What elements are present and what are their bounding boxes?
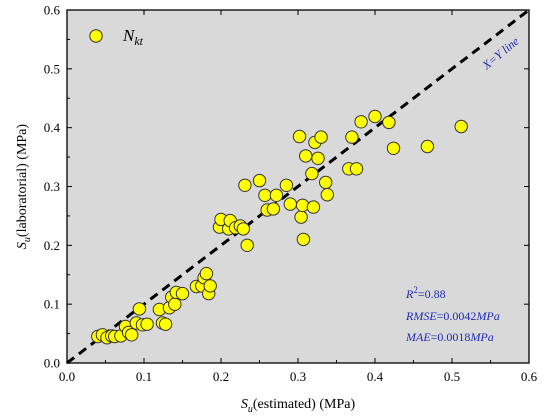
data-point — [354, 115, 368, 129]
data-point — [238, 178, 252, 193]
data-point — [454, 119, 468, 134]
r2-superscript: 2 — [413, 285, 418, 295]
mae-label: MAE — [405, 330, 431, 344]
data-point — [168, 297, 182, 311]
data-point — [305, 166, 319, 181]
data-point — [368, 109, 382, 124]
data-point — [266, 202, 281, 216]
data-point — [125, 328, 139, 342]
x-axis-title-sub: u — [248, 404, 253, 415]
data-point — [311, 151, 325, 166]
data-point — [295, 198, 310, 213]
data-point — [199, 266, 214, 281]
data-point — [175, 286, 190, 301]
data-point — [279, 178, 294, 193]
mae-annotation: MAE=0.0018MPa — [405, 330, 494, 344]
data-point — [236, 222, 251, 236]
rmse-label: RMSE — [405, 309, 437, 323]
x-tick-label: 0.3 — [290, 369, 306, 384]
data-point — [140, 317, 154, 331]
y-tick-label: 0.6 — [44, 3, 61, 18]
y-tick-label: 0.1 — [44, 297, 60, 312]
x-tick-label: 0.1 — [136, 369, 152, 384]
x-tick-label: 0.5 — [444, 369, 460, 384]
data-point — [294, 210, 308, 224]
data-point — [269, 188, 284, 203]
x-axis-title-main: S — [241, 397, 248, 412]
data-point — [240, 238, 254, 253]
y-tick-label: 0.4 — [44, 120, 61, 135]
data-point — [203, 279, 217, 293]
r2-label: R — [405, 287, 414, 301]
x-tick-label: 0.4 — [367, 369, 384, 384]
data-point — [306, 200, 321, 214]
r2-annotation: R2=0.88 — [405, 285, 446, 301]
legend: Nkt — [89, 26, 144, 48]
y-axis-title-sub: u — [22, 237, 33, 242]
data-point — [382, 115, 396, 130]
legend-label-sub: kt — [134, 34, 143, 48]
y-tick-label: 0.3 — [44, 179, 60, 194]
data-point — [292, 129, 307, 144]
data-point — [314, 130, 328, 144]
rmse-unit: MPa — [475, 309, 499, 323]
rmse-annotation: RMSE=0.0042MPa — [405, 309, 500, 323]
data-point — [320, 188, 334, 202]
data-point — [283, 197, 297, 211]
data-point — [158, 317, 173, 331]
r2-value: =0.88 — [418, 287, 446, 301]
mae-value: =0.0018 — [431, 330, 471, 344]
y-axis-title-main: S — [15, 242, 30, 249]
y-axis-title: Su(laboratorial) (MPa) — [15, 124, 33, 249]
x-axis-title-rest: (estimated) (MPa) — [253, 397, 356, 412]
data-point — [296, 232, 311, 247]
x-tick-label: 0.2 — [213, 369, 229, 384]
data-point — [349, 162, 364, 176]
data-point — [132, 302, 147, 316]
data-points — [91, 109, 468, 345]
y-tick-label: 0.2 — [44, 238, 60, 253]
mae-unit: MPa — [469, 330, 493, 344]
data-point — [319, 175, 333, 190]
data-point — [345, 130, 359, 144]
data-point — [386, 141, 401, 156]
legend-marker — [89, 29, 103, 43]
x-tick-label: 0.6 — [521, 369, 538, 384]
data-point — [252, 173, 267, 188]
data-point — [258, 188, 272, 203]
y-axis-title-rest: (laboratorial) (MPa) — [15, 124, 30, 237]
y-tick-label: 0.0 — [44, 356, 60, 371]
data-point — [299, 149, 313, 163]
rmse-value: =0.0042 — [437, 309, 477, 323]
x-tick-label: 0.0 — [59, 369, 75, 384]
x-axis-title: Su(estimated) (MPa) — [241, 397, 356, 415]
legend-label-main: N — [122, 26, 136, 45]
data-point — [420, 139, 435, 154]
y-tick-label: 0.5 — [44, 61, 60, 76]
legend-label: Nkt — [122, 26, 144, 48]
